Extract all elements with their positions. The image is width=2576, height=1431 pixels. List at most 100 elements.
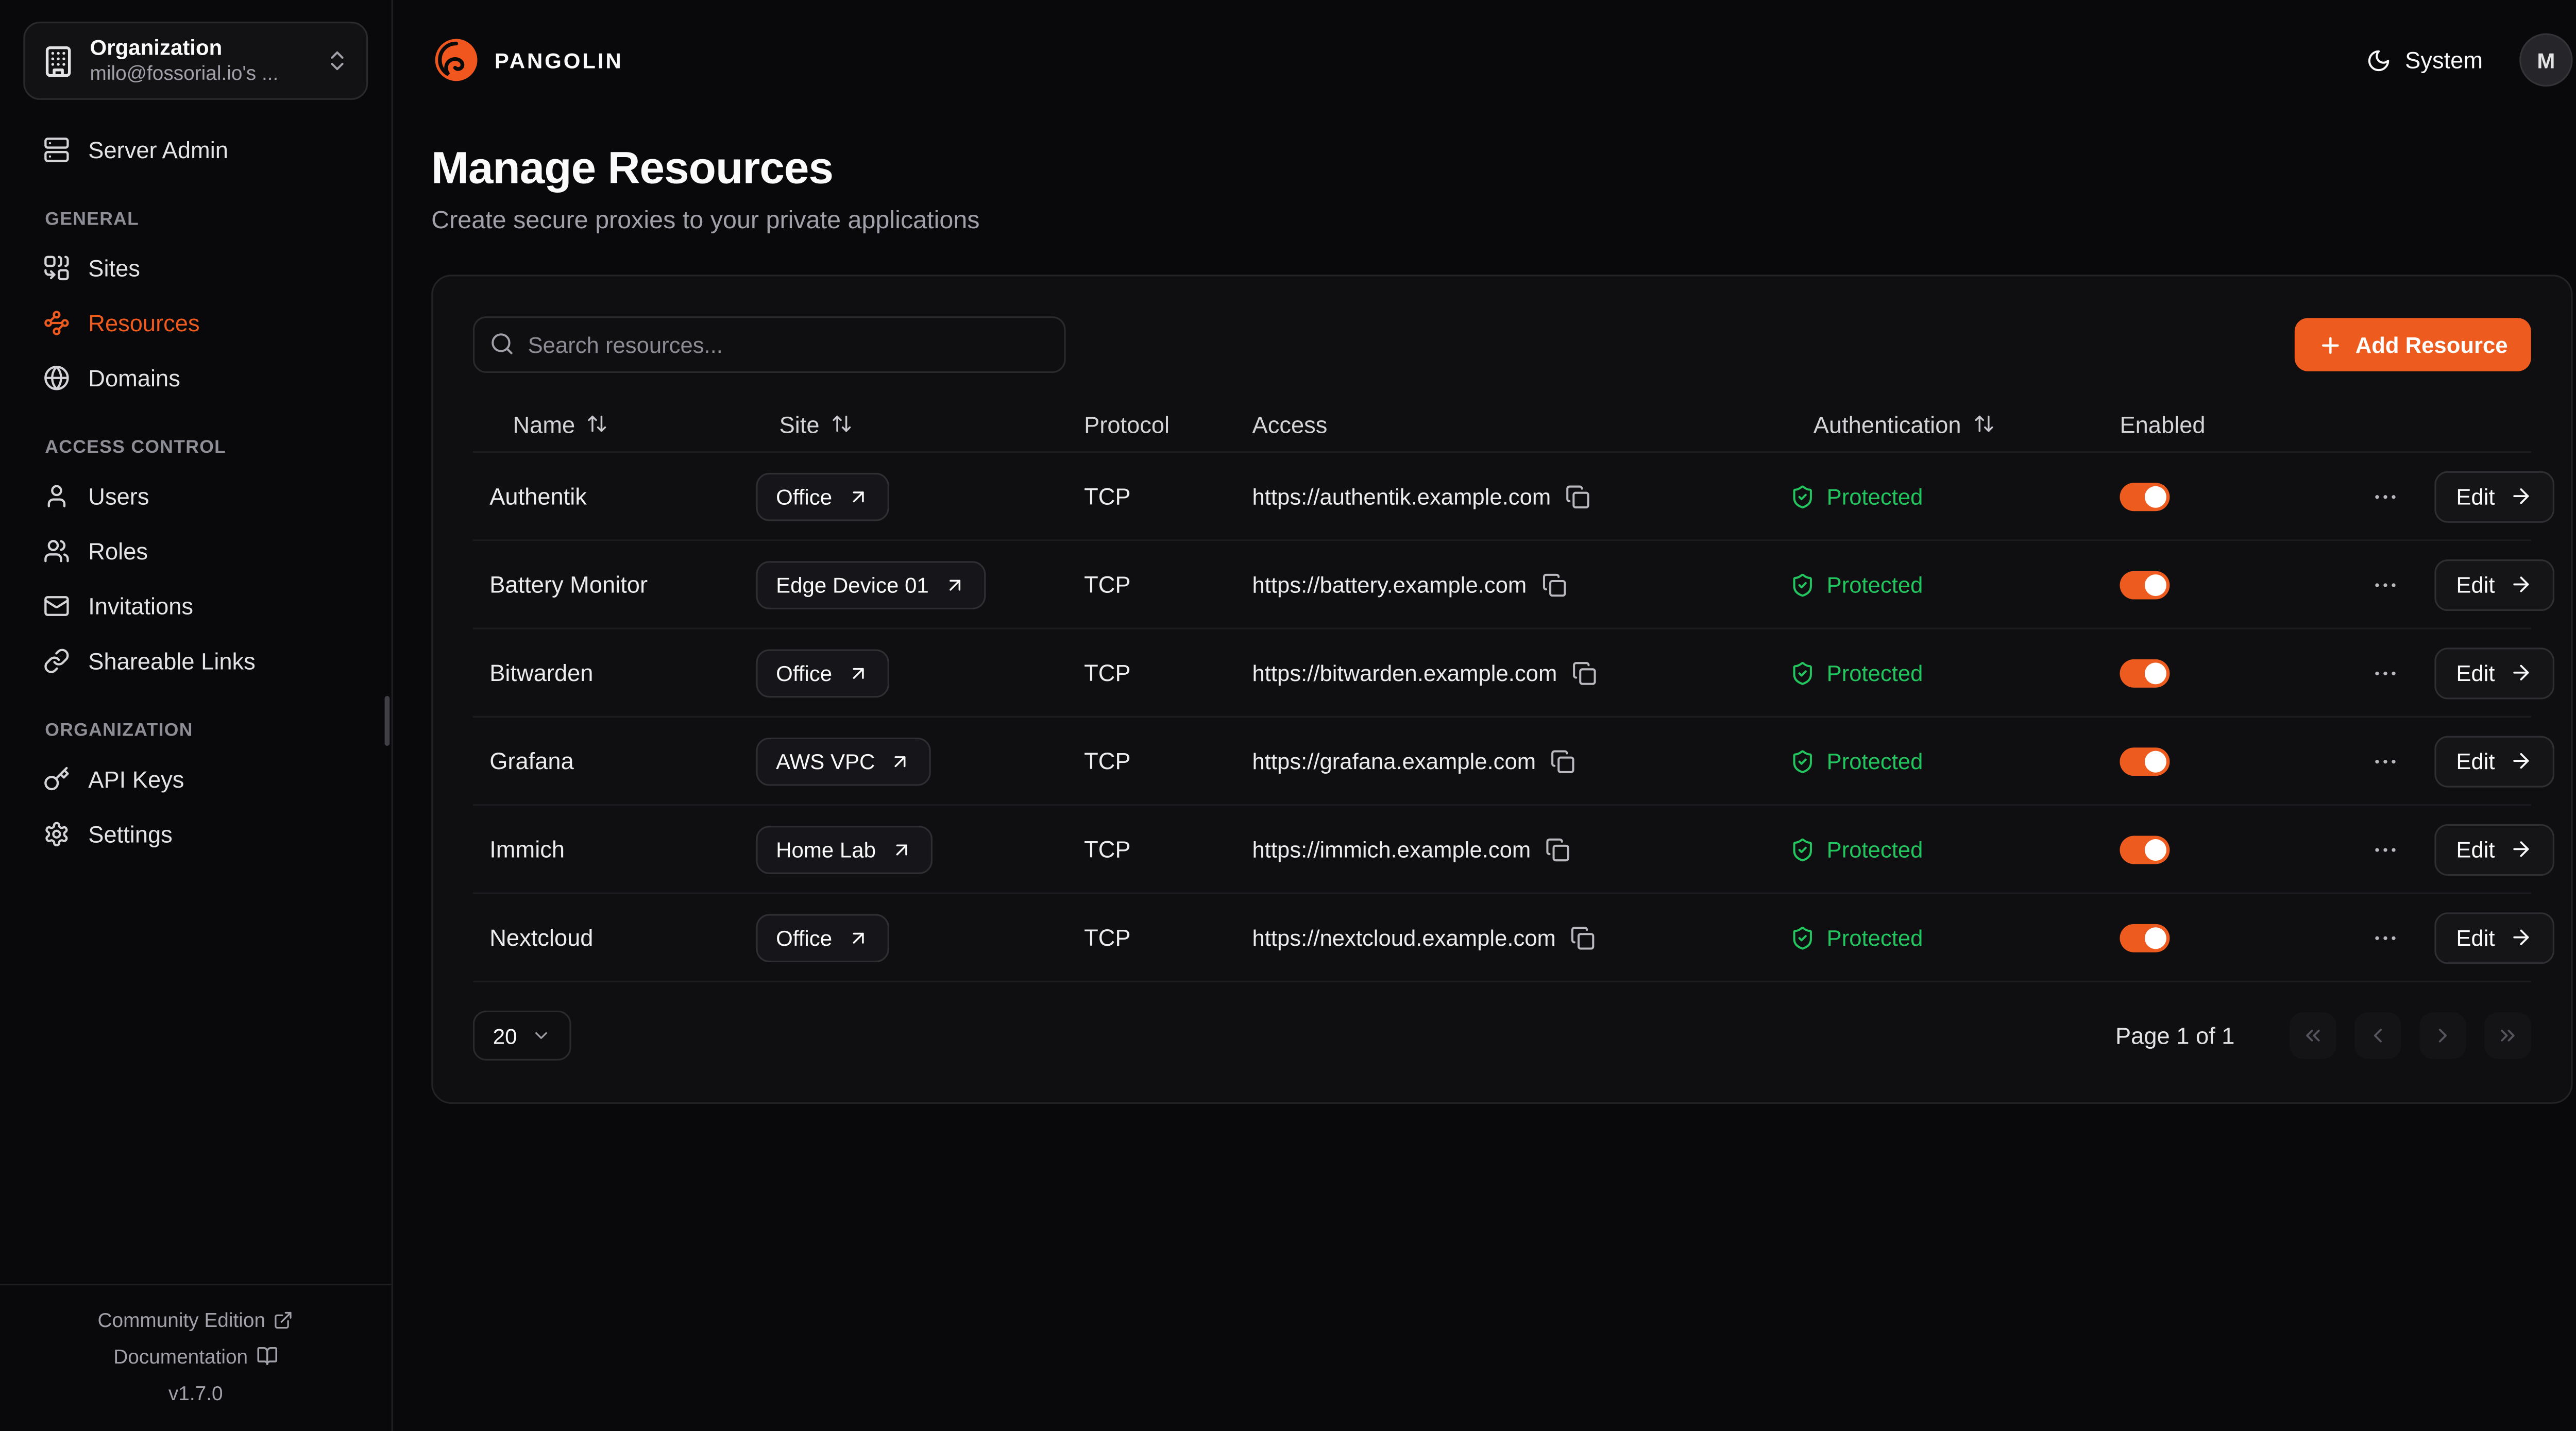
site-link-button[interactable]: Edge Device 01 (756, 560, 986, 609)
enabled-toggle[interactable] (2120, 570, 2170, 599)
documentation-link[interactable]: Documentation (0, 1338, 392, 1374)
protocol-value: TCP (1084, 483, 1131, 510)
site-link-button[interactable]: AWS VPC (756, 737, 932, 785)
edit-label: Edit (2456, 925, 2495, 950)
column-header-site[interactable]: Site (756, 411, 853, 437)
protocol-value: TCP (1084, 836, 1131, 863)
page-title: Manage Resources (431, 143, 834, 193)
edit-label: Edit (2456, 483, 2495, 509)
pangolin-logo-icon (435, 39, 478, 81)
resource-name: Authentik (489, 483, 587, 510)
copy-url-button[interactable] (1546, 743, 1581, 778)
settings-icon (45, 821, 68, 846)
row-menu-button[interactable] (2366, 477, 2404, 515)
site-link-button[interactable]: Office (756, 648, 889, 697)
copy-url-button[interactable] (1566, 920, 1601, 955)
copy-url-button[interactable] (1537, 567, 1572, 602)
sidebar-item-label: API Keys (88, 765, 184, 792)
column-header-authentication[interactable]: Authentication (1790, 411, 1995, 437)
shield-check-icon (1793, 573, 1812, 596)
first-page-button[interactable] (2290, 1012, 2336, 1059)
theme-toggle[interactable]: System (2367, 46, 2483, 73)
protocol-value: TCP (1084, 571, 1131, 598)
enabled-toggle[interactable] (2120, 482, 2170, 510)
sidebar-item-settings[interactable]: Settings (23, 809, 368, 858)
community-edition-link[interactable]: Community Edition (0, 1301, 392, 1338)
auth-status-label: Protected (1826, 572, 1923, 597)
section-title-organization: ORGANIZATION (45, 721, 193, 741)
row-menu-button[interactable] (2366, 830, 2404, 868)
org-selector[interactable]: Organization milo@fossorial.io's ... (23, 22, 368, 100)
roles-icon (44, 539, 69, 561)
next-page-button[interactable] (2419, 1012, 2466, 1059)
site-link-button[interactable]: Office (756, 472, 889, 521)
sidebar-footer: Community Edition Documentation v1.7.0 (0, 1283, 392, 1431)
last-page-button[interactable] (2484, 1012, 2531, 1059)
column-header-name[interactable]: Name (489, 411, 608, 437)
shield-check-icon (1793, 838, 1812, 861)
edit-button[interactable]: Edit (2434, 470, 2555, 522)
row-menu-button[interactable] (2366, 654, 2404, 692)
sidebar-item-shareable-links[interactable]: Shareable Links (23, 636, 368, 685)
topbar: PANGOLIN System M (393, 0, 2576, 120)
protocol-value: TCP (1084, 747, 1131, 774)
building-icon (45, 45, 71, 76)
add-resource-button[interactable]: Add Resource (2295, 318, 2531, 371)
sidebar-item-invitations[interactable]: Invitations (23, 581, 368, 629)
row-menu-button[interactable] (2366, 565, 2404, 603)
previous-page-button[interactable] (2354, 1012, 2401, 1059)
access-url: https://nextcloud.example.com (1252, 925, 1556, 950)
search-input[interactable] (472, 316, 1066, 373)
table-row: Battery Monitor Edge Device 01 TCP https… (472, 541, 2555, 629)
page-size-select[interactable]: 20 (472, 1010, 572, 1061)
table-body: Authentik Office TCP https://authentik.e… (472, 453, 2555, 982)
sidebar-item-domains[interactable]: Domains (23, 353, 368, 401)
enabled-toggle[interactable] (2120, 923, 2170, 952)
brand: PANGOLIN (431, 35, 623, 85)
sidebar-item-server-admin[interactable]: Server Admin (23, 125, 368, 173)
row-menu-button[interactable] (2366, 918, 2404, 957)
site-link-button[interactable]: Home Lab (756, 825, 933, 874)
sidebar-item-sites[interactable]: Sites (23, 243, 368, 292)
copy-url-button[interactable] (1541, 831, 1576, 866)
external-link-icon (275, 1311, 292, 1328)
table-row: Nextcloud Office TCP https://nextcloud.e… (472, 894, 2555, 982)
topbar-right: System M (2367, 33, 2573, 87)
sidebar-item-label: Domains (88, 364, 180, 390)
sidebar-item-resources[interactable]: Resources (23, 298, 368, 347)
sidebar-item-users[interactable]: Users (23, 471, 368, 520)
edit-button[interactable]: Edit (2434, 823, 2555, 875)
site-name: AWS VPC (776, 748, 875, 774)
edit-button[interactable]: Edit (2434, 735, 2555, 787)
table-row: Grafana AWS VPC TCP https://grafana.exam… (472, 718, 2555, 806)
access-url: https://battery.example.com (1252, 572, 1527, 597)
edit-button[interactable]: Edit (2434, 646, 2555, 699)
edit-label: Edit (2456, 748, 2495, 774)
moon-icon (2368, 49, 2390, 71)
page-head: Manage Resources Create secure proxies t… (393, 120, 2576, 235)
site-link-button[interactable]: Office (756, 913, 889, 962)
enabled-toggle[interactable] (2120, 658, 2170, 687)
chevron-right-icon (2438, 1029, 2447, 1043)
sidebar-item-roles[interactable]: Roles (23, 526, 368, 574)
arrow-right-icon (2514, 841, 2530, 857)
sites-icon (44, 255, 69, 280)
section-title-general: GENERAL (45, 210, 140, 230)
edit-button[interactable]: Edit (2434, 558, 2555, 610)
sidebar-item-label: Sites (88, 253, 140, 281)
avatar[interactable]: M (2519, 33, 2573, 87)
plus-icon (2323, 336, 2340, 353)
arrow-up-right-icon (896, 843, 907, 855)
sidebar-scrollbar[interactable] (384, 696, 390, 746)
protocol-value: TCP (1084, 659, 1131, 686)
shield-check-icon (1793, 749, 1812, 773)
enabled-toggle[interactable] (2120, 746, 2170, 775)
sidebar-item-label: Roles (88, 537, 148, 564)
row-menu-button[interactable] (2366, 742, 2404, 780)
edit-button[interactable]: Edit (2434, 911, 2555, 963)
copy-url-button[interactable] (1567, 655, 1602, 690)
copy-url-button[interactable] (1561, 479, 1596, 514)
community-edition-label: Community Edition (97, 1307, 266, 1332)
sidebar-item-api-keys[interactable]: API Keys (23, 754, 368, 803)
enabled-toggle[interactable] (2120, 834, 2170, 863)
